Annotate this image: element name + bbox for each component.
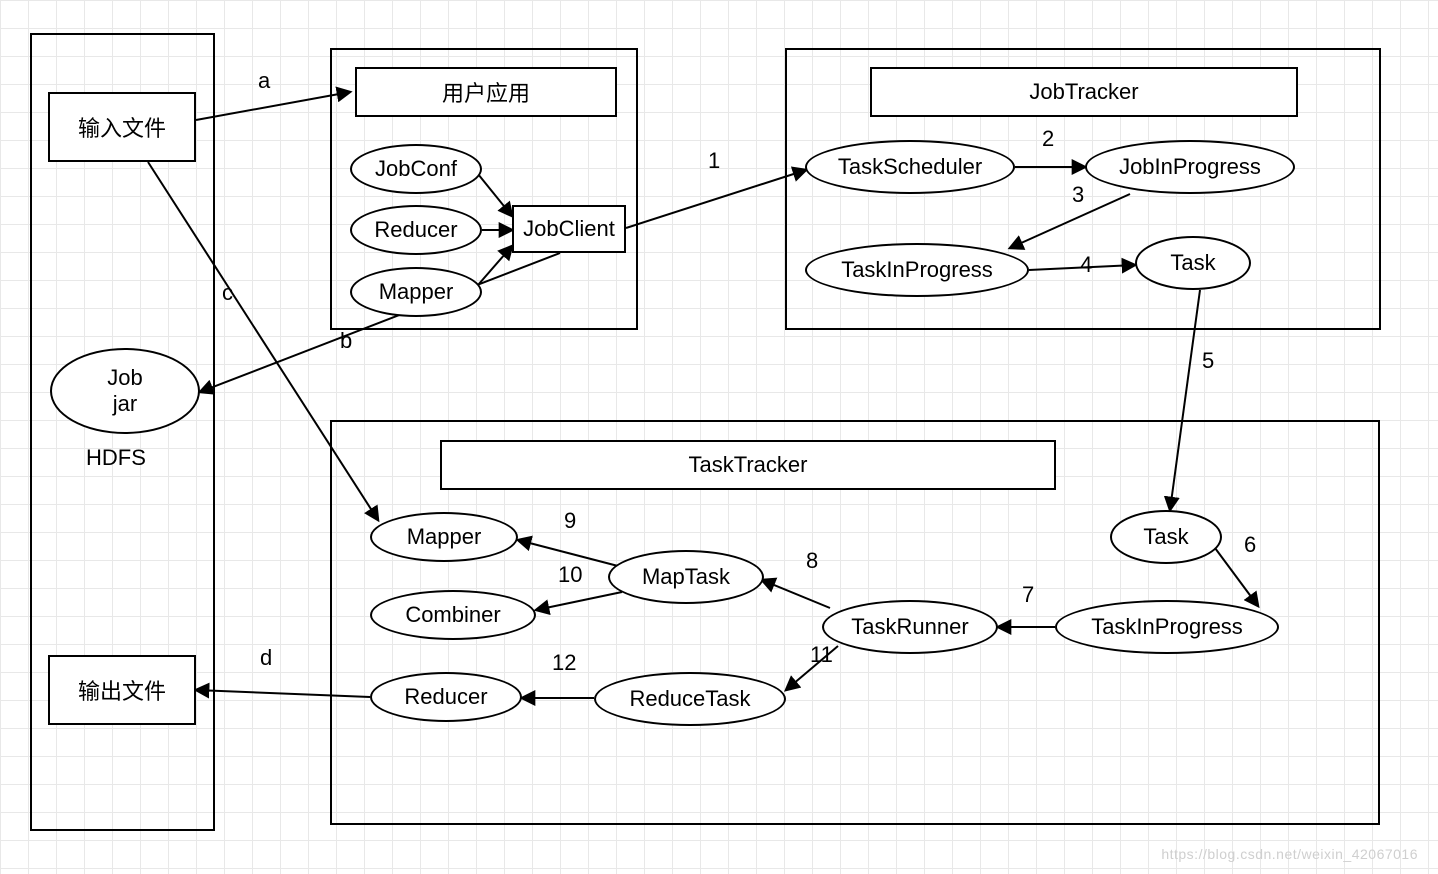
- combiner: Combiner: [370, 590, 536, 640]
- mapper2: Mapper: [370, 512, 518, 562]
- jobinprogress: JobInProgress: [1085, 140, 1295, 194]
- watermark: https://blog.csdn.net/weixin_42067016: [1161, 846, 1418, 862]
- jobjar: Jobjar: [50, 348, 200, 434]
- mapper1: Mapper: [350, 267, 482, 317]
- taskrunner: TaskRunner: [822, 600, 998, 654]
- reducetask: ReduceTask: [594, 672, 786, 726]
- jobtracker-title: JobTracker: [870, 67, 1298, 117]
- tasktracker-title: TaskTracker: [440, 440, 1056, 490]
- input-file: 输入文件: [48, 92, 196, 162]
- hdfs-label: HDFS: [86, 445, 146, 471]
- taskscheduler: TaskScheduler: [805, 140, 1015, 194]
- reducer2: Reducer: [370, 672, 522, 722]
- maptask: MapTask: [608, 550, 764, 604]
- taskinprogress1: TaskInProgress: [805, 243, 1029, 297]
- jobclient: JobClient: [512, 205, 626, 253]
- output-file: 输出文件: [48, 655, 196, 725]
- userapp-title: 用户应用: [355, 67, 617, 117]
- jobconf: JobConf: [350, 144, 482, 194]
- task2: Task: [1110, 510, 1222, 564]
- reducer1: Reducer: [350, 205, 482, 255]
- taskinprogress2: TaskInProgress: [1055, 600, 1279, 654]
- task1: Task: [1135, 236, 1251, 290]
